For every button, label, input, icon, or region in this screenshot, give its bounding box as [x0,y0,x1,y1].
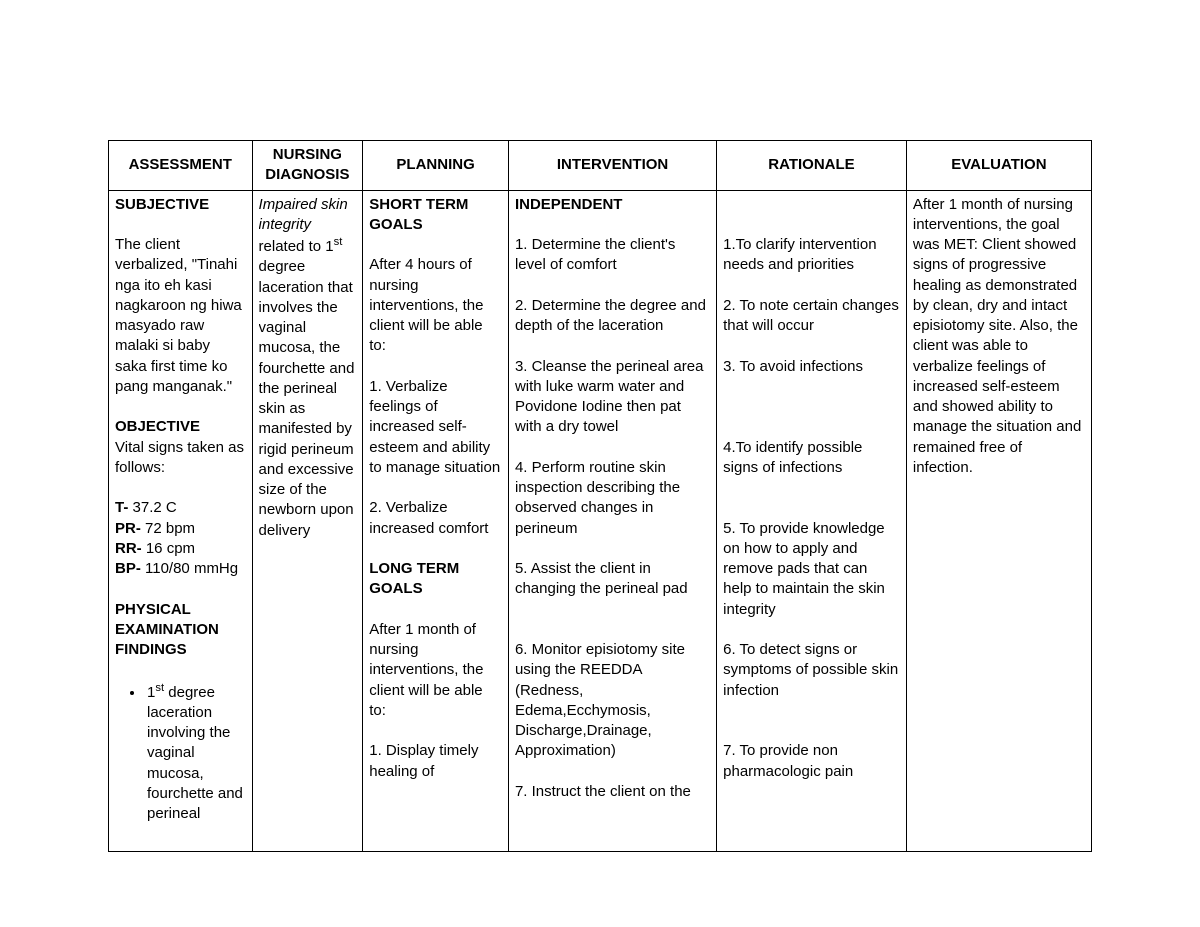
objective-intro: Vital signs taken as follows: [115,438,246,479]
long-term-label: LONG TERM GOALS [369,559,502,600]
content-row: SUBJECTIVE The client verbalized, "Tinah… [109,190,1092,851]
short-term-goal-2: 2. Verbalize increased comfort [369,498,502,539]
long-term-intro: After 1 month of nursing interventions, … [369,620,502,721]
phys-exam-label: PHYSICAL EXAMINATION FINDINGS [115,600,246,661]
rationale-4: 4.To identify possible signs of infectio… [723,438,900,479]
evaluation-cell: After 1 month of nursing interventions, … [906,190,1091,851]
long-term-goal-1: 1. Display timely healing of [369,741,502,782]
diagnosis-cell: Impaired skin integrity related to 1st d… [252,190,363,851]
intervention-6: 6. Monitor episiotomy site using the REE… [515,640,710,762]
intervention-7: 7. Instruct the client on the [515,782,710,802]
intervention-2: 2. Determine the degree and depth of the… [515,296,710,337]
subjective-label: SUBJECTIVE [115,195,246,215]
independent-label: INDEPENDENT [515,195,710,215]
vital-rr: RR- 16 cpm [115,539,246,559]
intervention-cell: INDEPENDENT 1. Determine the client's le… [508,190,716,851]
diagnosis-emphasis: Impaired skin integrity [259,196,348,233]
intervention-1: 1. Determine the client's level of comfo… [515,235,710,276]
vital-pr: PR- 72 bpm [115,519,246,539]
care-plan-table: ASSESSMENT NURSING DIAGNOSIS PLANNING IN… [108,140,1092,852]
planning-cell: SHORT TERM GOALS After 4 hours of nursin… [363,190,509,851]
rationale-5: 5. To provide knowledge on how to apply … [723,519,900,620]
subjective-text: The client verbalized, "Tinahi nga ito e… [115,235,246,397]
header-diagnosis: NURSING DIAGNOSIS [252,141,363,191]
vital-bp: BP- 110/80 mmHg [115,559,246,579]
assessment-cell: SUBJECTIVE The client verbalized, "Tinah… [109,190,253,851]
evaluation-text: After 1 month of nursing interventions, … [913,195,1085,479]
header-row: ASSESSMENT NURSING DIAGNOSIS PLANNING IN… [109,141,1092,191]
header-assessment: ASSESSMENT [109,141,253,191]
phys-findings-list: 1st degree laceration involving the vagi… [115,681,246,825]
objective-label: OBJECTIVE [115,417,246,437]
intervention-5: 5. Assist the client in changing the per… [515,559,710,600]
rationale-2: 2. To note certain changes that will occ… [723,296,900,337]
rationale-7: 7. To provide non pharmacologic pain [723,741,900,782]
rationale-6: 6. To detect signs or symptoms of possib… [723,640,900,701]
rationale-cell: 1.To clarify intervention needs and prio… [717,190,907,851]
short-term-goal-1: 1. Verbalize feelings of increased self-… [369,377,502,478]
header-planning: PLANNING [363,141,509,191]
finding-item: 1st degree laceration involving the vagi… [145,681,246,825]
rationale-3: 3. To avoid infections [723,357,900,377]
header-evaluation: EVALUATION [906,141,1091,191]
intervention-3: 3. Cleanse the perineal area with luke w… [515,357,710,438]
intervention-4: 4. Perform routine skin inspection descr… [515,458,710,539]
header-intervention: INTERVENTION [508,141,716,191]
rationale-1: 1.To clarify intervention needs and prio… [723,235,900,276]
vital-temp: T- 37.2 C [115,498,246,518]
header-rationale: RATIONALE [717,141,907,191]
document-page: ASSESSMENT NURSING DIAGNOSIS PLANNING IN… [0,0,1200,927]
short-term-label: SHORT TERM GOALS [369,195,502,236]
short-term-intro: After 4 hours of nursing interventions, … [369,255,502,356]
